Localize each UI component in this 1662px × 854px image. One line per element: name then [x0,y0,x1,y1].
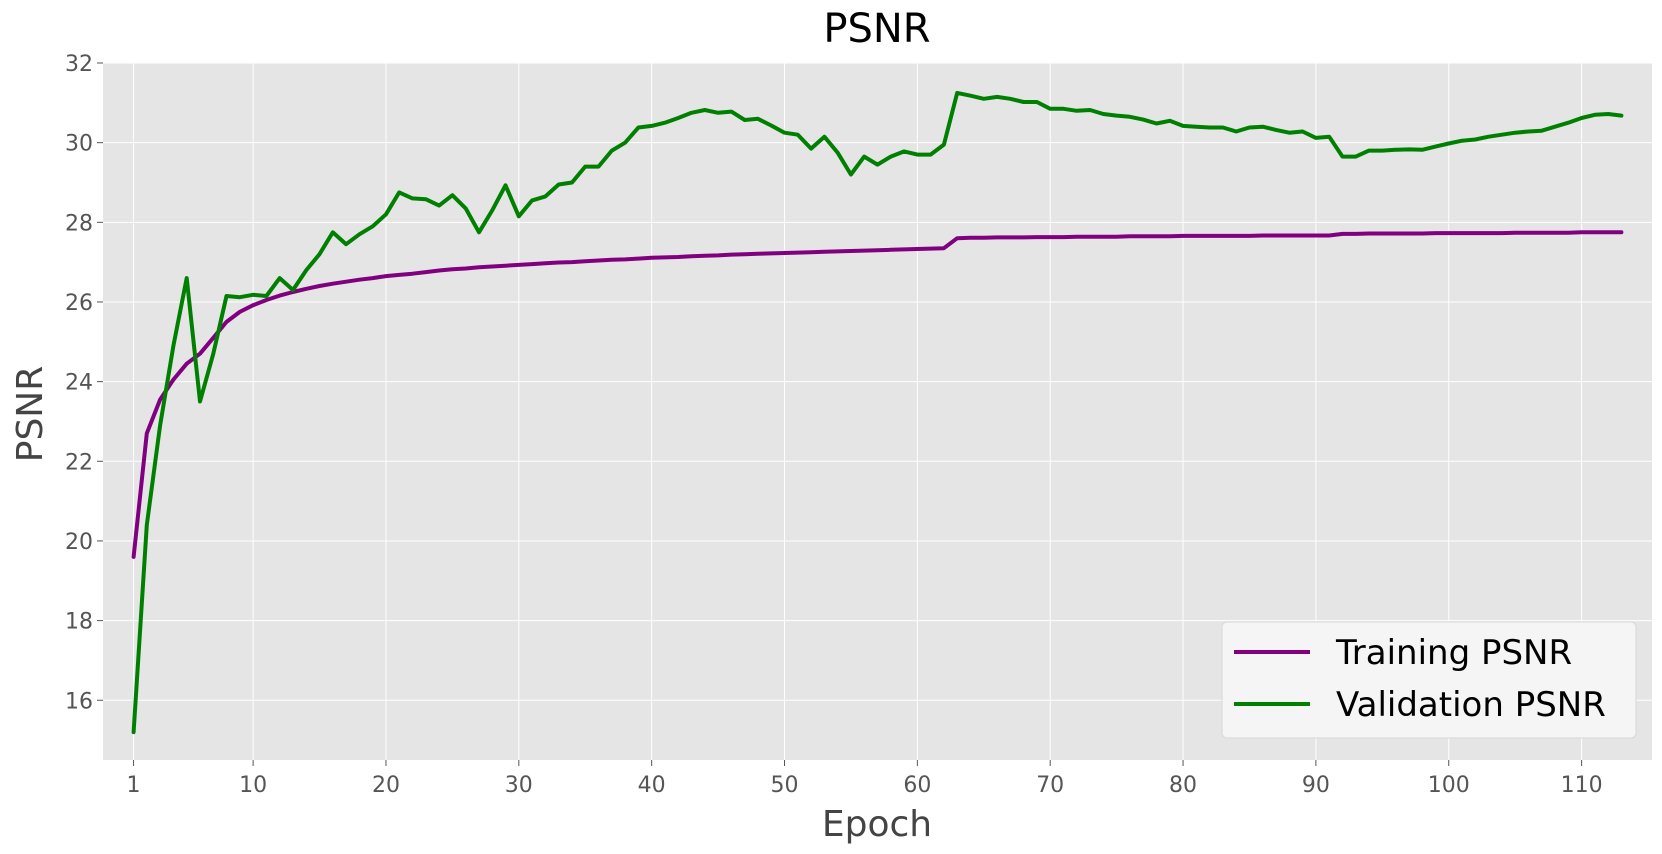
y-tick-label: 30 [65,132,93,157]
x-tick-label: 80 [1169,773,1197,798]
legend: Training PSNR Validation PSNR [1221,621,1637,739]
y-tick-label: 20 [65,530,93,555]
y-tick-label: 16 [65,689,93,714]
x-tick-label: 110 [1561,773,1603,798]
y-tick-label: 24 [65,371,93,396]
x-tick-label: 40 [638,773,666,798]
x-tick-label: 20 [372,773,400,798]
x-tick-label: 50 [771,773,799,798]
x-tick-label: 90 [1302,773,1330,798]
data-series [131,90,1624,735]
chart-title: PSNR [823,6,930,52]
x-tick-label: 1 [127,773,141,798]
y-axis-label: PSNR [10,366,51,463]
y-tick-label: 32 [65,52,93,77]
series-line-training-psnr [131,230,1624,559]
x-axis-label: Epoch [822,804,932,845]
y-tick-label: 18 [65,610,93,635]
series-line-validation-psnr [131,90,1624,735]
x-tick-label: 30 [505,773,533,798]
y-tick-label: 28 [65,211,93,236]
axis-ticks: 1 10 20 30 40 50 60 70 80 90 100 110161820222426283… [65,52,1603,798]
legend-label-validation: Validation PSNR [1336,685,1606,725]
legend-label-training: Training PSNR [1335,633,1572,673]
y-tick-label: 26 [65,291,93,316]
x-tick-label: 100 [1428,773,1470,798]
x-tick-label: 60 [903,773,931,798]
x-tick-label: 70 [1036,773,1064,798]
legend-box [1221,621,1637,739]
x-tick-label: 10 [239,773,267,798]
y-tick-label: 22 [65,450,93,475]
